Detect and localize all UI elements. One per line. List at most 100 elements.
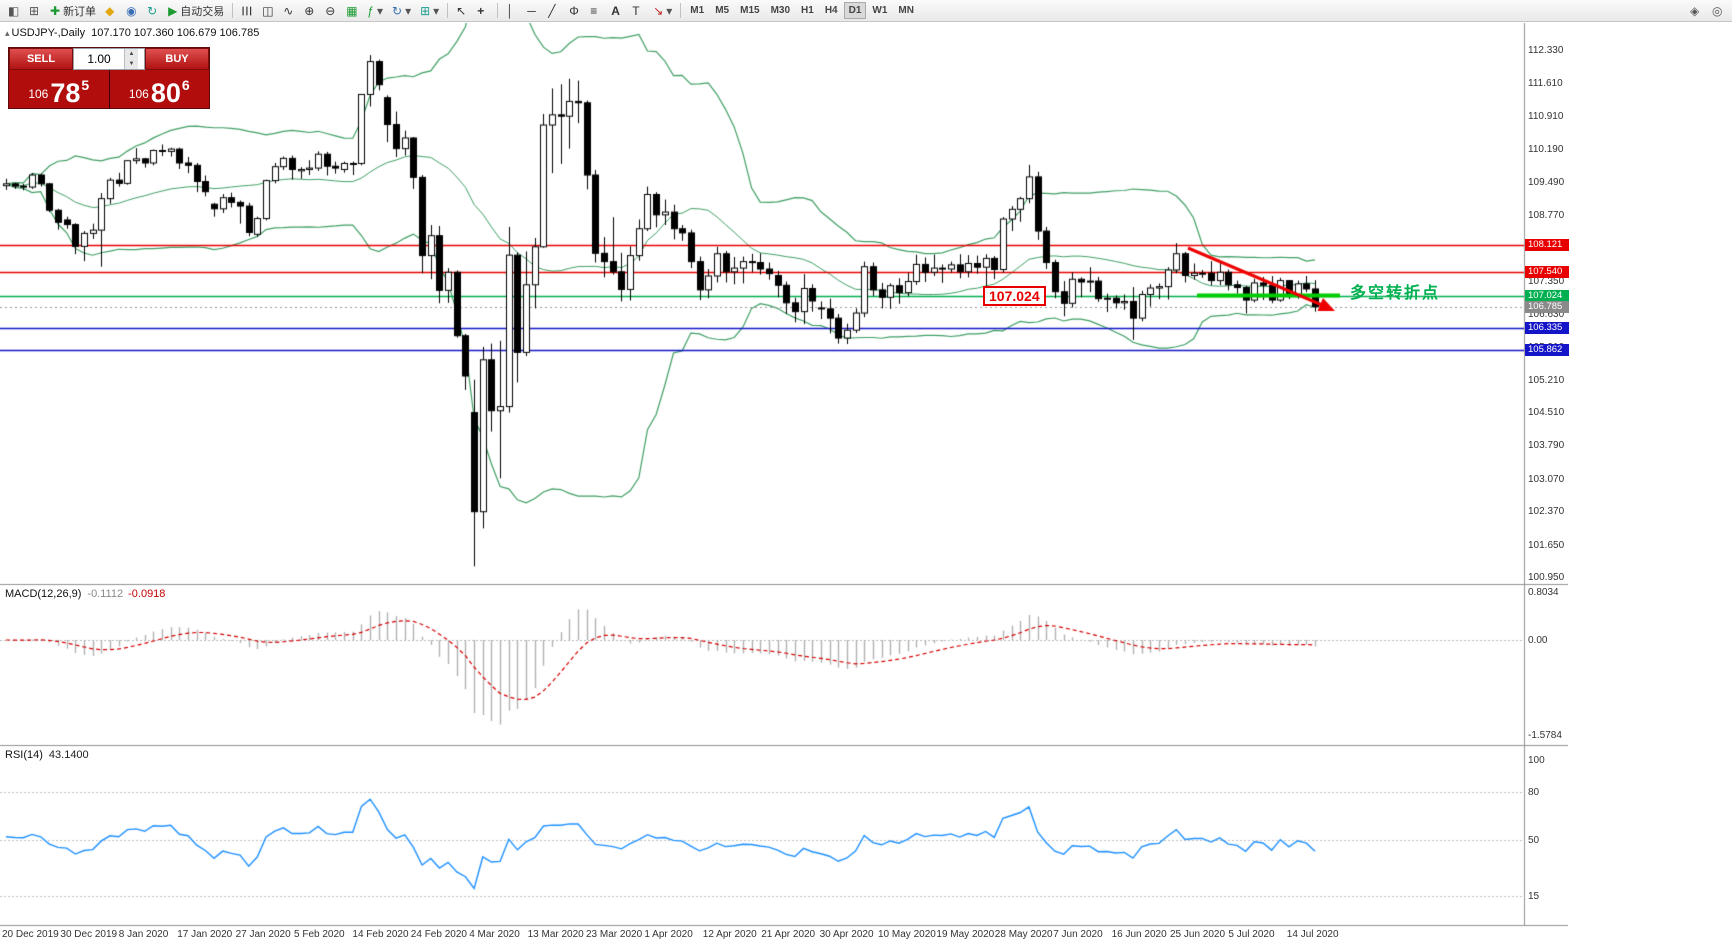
play-icon: ▶	[168, 3, 178, 18]
symbol-period-label: USDJPY-,Daily	[11, 27, 86, 39]
dropdown-icon: ▾	[376, 3, 384, 18]
refresh-icon[interactable]: ↻	[143, 2, 163, 20]
time-axis-label: 23 Mar 2020	[586, 929, 643, 940]
bar-chart-icon[interactable]: ☰	[237, 2, 257, 20]
sell-button[interactable]: SELL	[9, 48, 73, 70]
time-axis-label: 16 Jun 2020	[1111, 929, 1167, 940]
rsi-header: RSI(14) 43.1400	[5, 749, 89, 761]
text-tool-icon[interactable]: A	[607, 2, 627, 20]
price-axis-label: 110.910	[1528, 110, 1564, 122]
price-axis-label: 111.610	[1528, 78, 1563, 90]
buy-button[interactable]: BUY	[145, 48, 209, 70]
current-price-badge: 106.785	[1525, 300, 1569, 313]
toolbar-right-group: ◈ ◎	[1686, 2, 1728, 20]
price-axis-label: 100.950	[1528, 571, 1565, 583]
time-axis-label: 10 May 2020	[878, 929, 936, 940]
toolbar-separator	[680, 3, 682, 18]
toolbar: ◧ ⊞ ✚ 新订单 ◆ ◉ ↻ ▶ 自动交易 ☰ ◫ ∿ ⊕ ⊖ ▦ ƒ ▾ ↻ ▾ ⊞…	[0, 0, 1732, 22]
ask-price[interactable]: 106 80 6	[109, 70, 209, 108]
zoom-out-icon[interactable]: ⊖	[321, 2, 341, 20]
rsi-axis-label: 15	[1528, 891, 1540, 902]
rsi-value: 43.1400	[48, 749, 89, 761]
community-icon[interactable]: ◉	[122, 2, 142, 20]
macd-axis-label: 0.8034	[1528, 586, 1559, 598]
time-axis-label: 14 Jul 2020	[1286, 929, 1339, 940]
macd-signal-value: -0.0918	[128, 588, 166, 600]
timeframe-h1-button[interactable]: H1	[796, 2, 819, 19]
trendline-tool-icon[interactable]: ╱	[544, 2, 564, 20]
period-icon[interactable]: ↻ ▾	[388, 2, 415, 20]
toolbar-extra-icon-2[interactable]: ◎	[1708, 2, 1728, 20]
time-axis-label: 28 May 2020	[994, 929, 1053, 940]
time-axis-label: 24 Feb 2020	[410, 929, 467, 940]
chart-title: ▴ USDJPY-,Daily 107.170 107.360 106.679 10…	[5, 27, 259, 39]
candlestick-chart-icon[interactable]: ◫	[258, 2, 278, 20]
price-axis-label: 104.510	[1528, 407, 1565, 419]
macd-axis-label: 0.00	[1528, 635, 1548, 646]
time-axis-label: 13 Mar 2020	[527, 929, 584, 940]
toolbar-extra-icon-1[interactable]: ◈	[1686, 2, 1706, 20]
dropdown-icon: ▾	[433, 3, 440, 18]
time-axis-label: 30 Dec 2019	[60, 929, 118, 940]
channel-tool-icon[interactable]: ≡	[586, 2, 606, 20]
zoom-in-icon[interactable]: ⊕	[300, 2, 320, 20]
volume-input[interactable]	[74, 49, 124, 69]
time-axis-label: 19 May 2020	[936, 929, 995, 940]
timeframe-w1-button[interactable]: W1	[867, 2, 892, 19]
price-axis-label: 108.770	[1528, 209, 1565, 221]
timeframe-mn-button[interactable]: MN	[893, 2, 919, 19]
time-axis-label: 30 Apr 2020	[819, 929, 874, 940]
macd-value: -0.1112	[87, 588, 124, 600]
fibonacci-tool-icon[interactable]: Φ	[565, 2, 585, 20]
time-axis-label: 12 Apr 2020	[702, 929, 757, 940]
toolbar-separator	[497, 3, 499, 18]
vertical-line-tool-icon[interactable]: │	[502, 2, 522, 20]
time-axis-label: 17 Jan 2020	[177, 929, 233, 940]
price-axis-label: 101.650	[1528, 539, 1565, 551]
toolbar-separator	[447, 3, 449, 18]
price-axis-label: 110.190	[1528, 144, 1564, 156]
time-axis-label: 5 Jul 2020	[1228, 929, 1275, 940]
macd-header: MACD(12,26,9) -0.1112 -0.0918	[5, 588, 166, 600]
toolbar-separator	[232, 3, 234, 18]
time-axis-label: 7 Jun 2020	[1053, 929, 1103, 940]
timeframe-d1-button[interactable]: D1	[843, 2, 867, 19]
price-axis-label: 103.070	[1528, 473, 1565, 485]
templates-icon[interactable]: ⊞ ▾	[416, 2, 443, 20]
new-order-button[interactable]: ✚ 新订单	[46, 2, 100, 20]
rsi-axis-label: 80	[1528, 787, 1540, 798]
rsi-axis-label: 50	[1528, 835, 1540, 846]
chart-profiles-icon[interactable]: ⊞	[25, 2, 45, 20]
timeframe-m15-button[interactable]: M15	[735, 2, 764, 19]
timeframe-m5-button[interactable]: M5	[710, 2, 734, 19]
time-axis-label: 8 Jan 2020	[118, 929, 169, 940]
arrows-tool-icon[interactable]: ↘ ▾	[649, 2, 676, 20]
time-axis-label: 14 Feb 2020	[352, 929, 409, 940]
time-axis-label: 20 Dec 2019	[2, 929, 59, 940]
volume-up-button[interactable]: ▲	[125, 49, 138, 59]
autotrade-button[interactable]: ▶ 自动交易	[164, 2, 228, 20]
tile-windows-icon[interactable]: ▦	[342, 2, 362, 20]
timeframe-h4-button[interactable]: H4	[820, 2, 843, 19]
indicators-icon[interactable]: ƒ ▾	[363, 2, 387, 20]
turning-point-label: 多空转折点	[1350, 285, 1441, 302]
volume-down-button[interactable]: ▼	[125, 59, 138, 69]
line-chart-icon[interactable]: ∿	[279, 2, 299, 20]
label-tool-icon[interactable]: T	[628, 2, 648, 20]
bid-price[interactable]: 106 78 5	[9, 70, 109, 108]
metaquotes-icon[interactable]: ◆	[101, 2, 121, 20]
horizontal-line-tool-icon[interactable]: ─	[523, 2, 543, 20]
timeframe-m30-button[interactable]: M30	[766, 2, 795, 19]
new-chart-window-icon[interactable]: ◧	[4, 2, 24, 20]
price-axis-label: 102.370	[1528, 506, 1565, 518]
cursor-icon[interactable]: ↖	[452, 2, 472, 20]
time-axis-label: 27 Jan 2020	[235, 929, 291, 940]
price-level-badge: 105.862	[1525, 343, 1569, 356]
time-axis-label: 4 Mar 2020	[469, 929, 520, 940]
crosshair-icon[interactable]: +	[473, 2, 493, 20]
plus-icon: ✚	[50, 3, 61, 18]
price-level-badge: 106.335	[1525, 321, 1569, 334]
timeframe-m1-button[interactable]: M1	[685, 2, 709, 19]
price-axis-label: 112.330	[1528, 45, 1564, 56]
